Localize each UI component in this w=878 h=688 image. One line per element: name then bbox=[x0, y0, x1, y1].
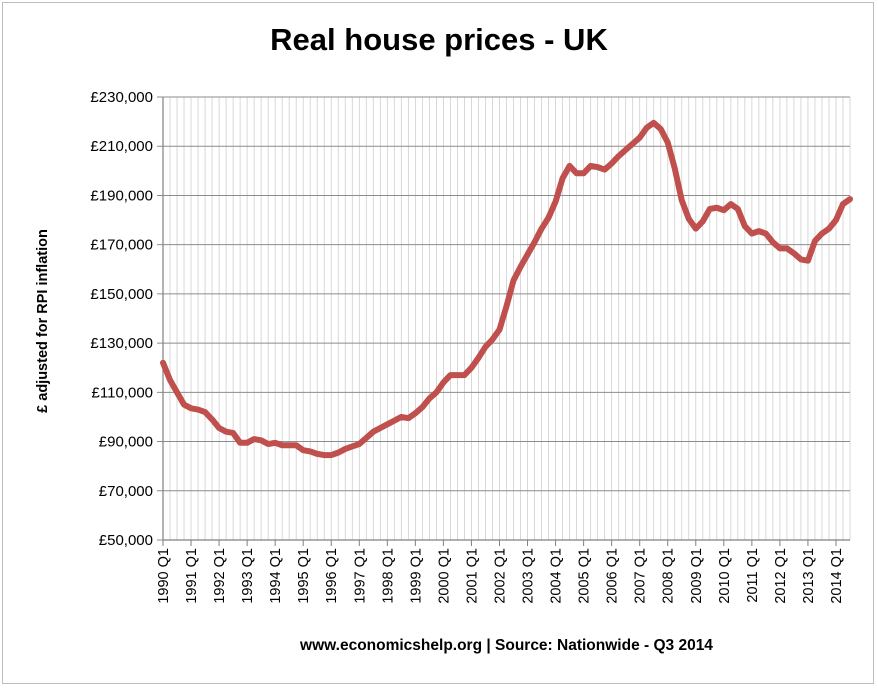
y-tick-label: £210,000 bbox=[90, 138, 153, 155]
x-tick-label: 2003 Q1 bbox=[521, 548, 537, 604]
x-tick-label: 2002 Q1 bbox=[492, 548, 508, 604]
x-tick-label: 2014 Q1 bbox=[829, 548, 845, 604]
x-tick-label: 2005 Q1 bbox=[577, 548, 593, 604]
axes bbox=[162, 97, 850, 546]
y-tick-labels: £50,000 £70,000 £90,000 £110,000 £130,000 £15… bbox=[90, 89, 153, 549]
x-tick-label: 1992 Q1 bbox=[212, 548, 228, 604]
y-tick-label: £110,000 bbox=[92, 384, 153, 401]
x-tick-label: 1998 Q1 bbox=[380, 548, 396, 604]
y-tick-label: £50,000 bbox=[99, 532, 153, 549]
y-tick-label: £70,000 bbox=[99, 483, 153, 500]
y-tick-label: £90,000 bbox=[99, 434, 153, 451]
x-tick-label: 2004 Q1 bbox=[549, 548, 565, 604]
x-tick-label: 2010 Q1 bbox=[717, 548, 733, 604]
x-tick-label: 1994 Q1 bbox=[268, 548, 284, 604]
series-line bbox=[160, 119, 853, 459]
x-tick-label: 1997 Q1 bbox=[352, 548, 368, 604]
x-tick-label: 2008 Q1 bbox=[661, 548, 677, 604]
x-tick-labels: 1990 Q1 1991 Q1 1992 Q1 1993 Q1 1994 Q1 1995 … bbox=[156, 548, 845, 604]
x-tick-label: 2009 Q1 bbox=[689, 548, 705, 604]
x-tick-label: 2013 Q1 bbox=[801, 548, 817, 604]
y-tick-label: £190,000 bbox=[90, 187, 153, 204]
x-tick-label: 2012 Q1 bbox=[773, 548, 789, 604]
x-tick-label: 2011 Q1 bbox=[745, 548, 761, 603]
x-tick-label: 1996 Q1 bbox=[324, 548, 340, 604]
source-note: www.economicshelp.org | Source: Nationwi… bbox=[300, 637, 713, 654]
x-tick-label: 1999 Q1 bbox=[408, 548, 424, 604]
x-tick-label: 2001 Q1 bbox=[464, 548, 480, 604]
quarter-gridlines bbox=[162, 97, 851, 540]
y-tick-label: £130,000 bbox=[90, 335, 153, 352]
chart-title: Real house prices - UK bbox=[270, 22, 608, 57]
y-tick-label: £150,000 bbox=[90, 286, 153, 303]
x-tick-label: 1995 Q1 bbox=[296, 548, 312, 604]
y-tick-label: £230,000 bbox=[90, 89, 153, 106]
x-tick-label: 2006 Q1 bbox=[605, 548, 621, 604]
series-line-group bbox=[160, 119, 853, 459]
x-tick-label: 2000 Q1 bbox=[436, 548, 452, 604]
x-tick-label: 2007 Q1 bbox=[633, 548, 649, 604]
x-tick-label: 1991 Q1 bbox=[184, 548, 200, 604]
x-tick-label: 1993 Q1 bbox=[240, 548, 256, 604]
x-tick-label: 1990 Q1 bbox=[156, 548, 172, 604]
y-tick-label: £170,000 bbox=[90, 237, 153, 254]
